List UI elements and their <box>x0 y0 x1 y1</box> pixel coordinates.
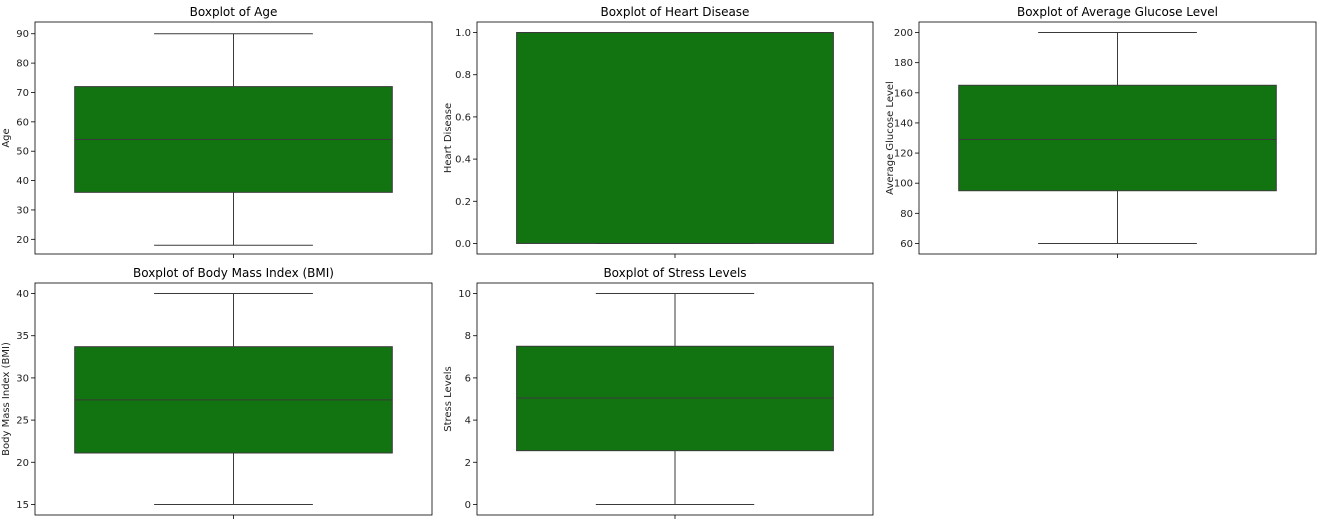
chart-panel: Boxplot of Heart Disease Heart Disease 0.0… <box>443 5 874 258</box>
iqr-box <box>958 84 1277 192</box>
y-tick-label: 40 <box>16 176 29 187</box>
chart-title: Boxplot of Age <box>190 5 278 19</box>
y-tick-label: 20 <box>16 235 29 246</box>
iqr-box <box>516 345 834 452</box>
iqr-box <box>516 32 834 244</box>
y-tick-label: 40 <box>16 289 29 300</box>
y-axis-label: Age <box>1 128 12 147</box>
y-axis-label: Average Glucose Level <box>885 81 896 195</box>
y-tick-label: 8 <box>465 331 471 342</box>
y-axis-label: Stress Levels <box>443 366 454 432</box>
y-tick-label: 0 <box>465 500 471 511</box>
y-tick-label: 4 <box>465 416 471 427</box>
chart-panel: Boxplot of Age Age 20 30 40 50 60 70 80 90 <box>1 5 433 258</box>
y-tick-label: 90 <box>16 29 29 40</box>
y-tick-label: 0.4 <box>455 155 471 166</box>
y-tick-label: 30 <box>16 205 29 216</box>
y-tick-label: 0.0 <box>455 239 471 250</box>
y-tick-label: 0.6 <box>455 112 471 123</box>
y-tick-label: 0.8 <box>455 70 471 81</box>
y-tick-label: 60 <box>16 117 29 128</box>
chart-title: Boxplot of Average Glucose Level <box>1017 5 1218 19</box>
chart-title: Boxplot of Body Mass Index (BMI) <box>133 266 334 280</box>
y-tick-label: 80 <box>900 209 913 220</box>
y-tick-label: 120 <box>894 149 913 160</box>
y-tick-label: 140 <box>894 118 913 129</box>
y-axis-label: Body Mass Index (BMI) <box>1 342 12 456</box>
y-tick-label: 160 <box>894 88 913 99</box>
y-tick-label: 60 <box>900 239 913 250</box>
y-tick-label: 80 <box>16 59 29 70</box>
chart-title: Boxplot of Heart Disease <box>601 5 750 19</box>
y-tick-label: 0.2 <box>455 197 471 208</box>
chart-panel: Boxplot of Stress Levels Stress Levels 0 2 4… <box>443 266 874 519</box>
chart-panel: Boxplot of Body Mass Index (BMI) Body Mas… <box>1 266 433 519</box>
y-tick-label: 100 <box>894 179 913 190</box>
y-tick-label: 30 <box>16 373 29 384</box>
y-tick-label: 180 <box>894 58 913 69</box>
y-tick-label: 200 <box>894 28 913 39</box>
y-tick-label: 6 <box>465 373 471 384</box>
chart-title: Boxplot of Stress Levels <box>603 266 746 280</box>
y-tick-label: 10 <box>458 289 471 300</box>
y-tick-label: 15 <box>16 500 29 511</box>
y-axis-label: Heart Disease <box>443 103 454 173</box>
y-tick-label: 1.0 <box>455 28 471 39</box>
y-tick-label: 2 <box>465 458 471 469</box>
chart-panel: Boxplot of Average Glucose Level Average … <box>885 5 1317 258</box>
y-tick-label: 25 <box>16 416 29 427</box>
y-tick-label: 70 <box>16 88 29 99</box>
y-tick-label: 50 <box>16 147 29 158</box>
y-tick-label: 35 <box>16 331 29 342</box>
y-tick-label: 20 <box>16 458 29 469</box>
